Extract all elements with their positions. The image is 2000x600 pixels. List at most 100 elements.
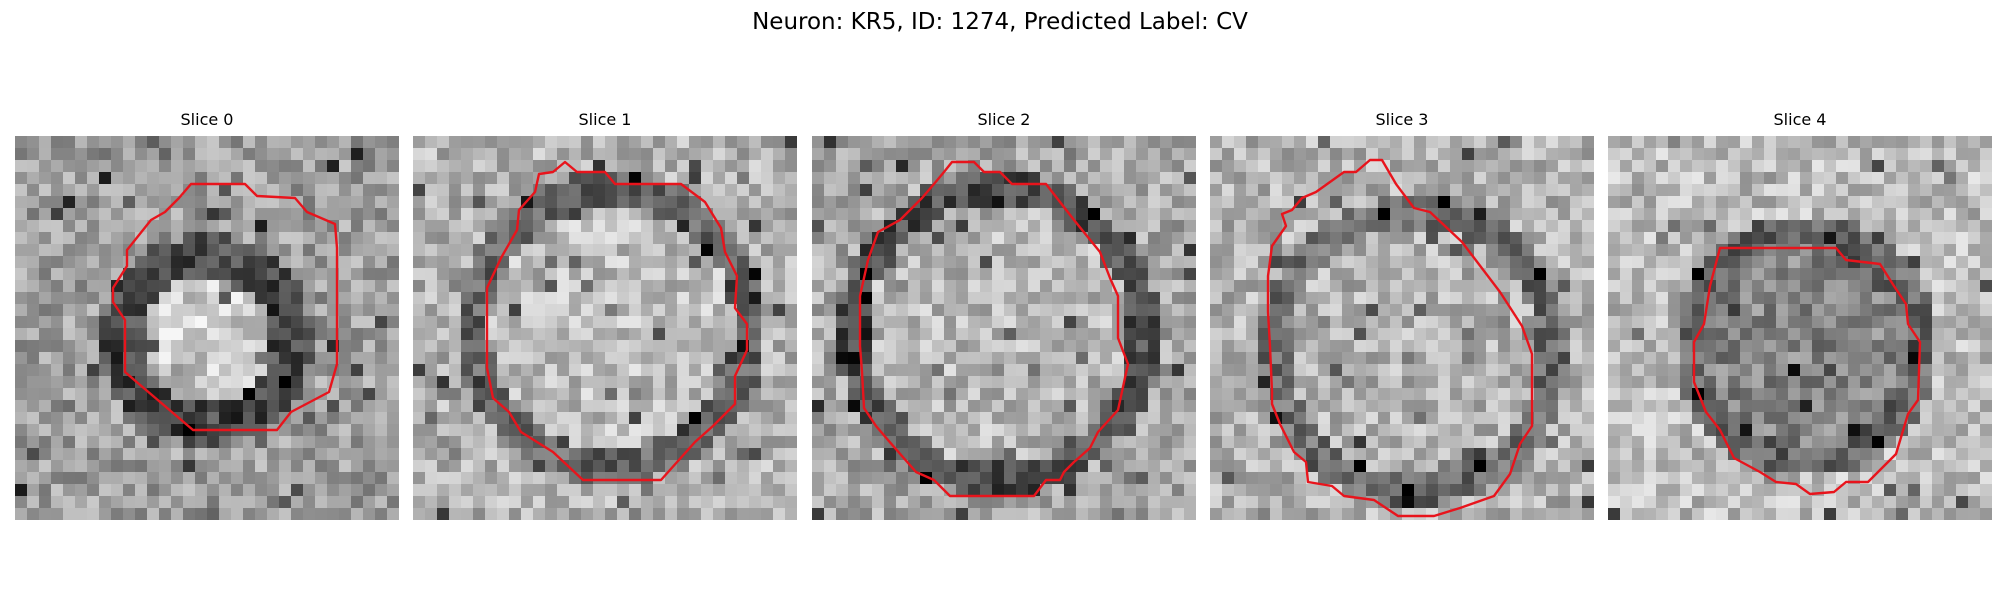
micrograph-pixel [339,220,351,232]
micrograph-pixel [1764,388,1776,400]
micrograph-pixel [872,448,884,460]
micrograph-pixel [1294,292,1306,304]
micrograph-pixel [1788,256,1800,268]
micrograph-pixel [521,496,533,508]
micrograph-pixel [1776,304,1788,316]
micrograph-pixel [665,172,677,184]
micrograph-pixel [1136,148,1148,160]
micrograph-pixel [27,304,39,316]
micrograph-pixel [1764,256,1776,268]
micrograph-pixel [1956,436,1968,448]
micrograph-pixel [1884,424,1896,436]
micrograph-pixel [761,220,773,232]
micrograph-pixel [1776,172,1788,184]
micrograph-pixel [860,484,872,496]
micrograph-pixel [1088,172,1100,184]
micrograph-pixel [1004,436,1016,448]
micrograph-pixel [992,400,1004,412]
micrograph-pixel [135,436,147,448]
micrograph-pixel [375,148,387,160]
micrograph-pixel [1016,436,1028,448]
micrograph-pixel [1028,316,1040,328]
micrograph-pixel [63,508,75,520]
micrograph-pixel [1052,376,1064,388]
micrograph-pixel [980,340,992,352]
micrograph-pixel [1270,160,1282,172]
micrograph-pixel [425,388,437,400]
micrograph-pixel [63,412,75,424]
micrograph-pixel [1450,388,1462,400]
micrograph-pixel [1788,232,1800,244]
micrograph-pixel [1282,400,1294,412]
micrograph-pixel [908,148,920,160]
micrograph-pixel [1534,220,1546,232]
micrograph-pixel [195,388,207,400]
micrograph-pixel [327,208,339,220]
micrograph-pixel [1776,328,1788,340]
micrograph-pixel [1354,472,1366,484]
micrograph-pixel [665,340,677,352]
micrograph-pixel [713,148,725,160]
micrograph-pixel [1764,460,1776,472]
micrograph-pixel [1980,184,1992,196]
micrograph-pixel [1620,364,1632,376]
micrograph-pixel [848,280,860,292]
micrograph-pixel [1390,340,1402,352]
micrograph-pixel [1764,304,1776,316]
micrograph-pixel [1184,400,1196,412]
slice-image [15,136,399,520]
micrograph-pixel [1076,412,1088,424]
micrograph-pixel [908,448,920,460]
micrograph-pixel [1546,196,1558,208]
micrograph-pixel [1004,292,1016,304]
micrograph-pixel [1004,280,1016,292]
micrograph-pixel [255,268,267,280]
micrograph-pixel [701,280,713,292]
micrograph-pixel [1028,460,1040,472]
micrograph-pixel [1172,508,1184,520]
micrograph-pixel [677,424,689,436]
micrograph-pixel [785,136,797,148]
micrograph-pixel [1258,160,1270,172]
micrograph-pixel [231,400,243,412]
micrograph-pixel [1136,364,1148,376]
micrograph-pixel [123,196,135,208]
micrograph-pixel [1450,172,1462,184]
micrograph-pixel [449,184,461,196]
micrograph-pixel [99,292,111,304]
micrograph-pixel [279,232,291,244]
micrograph-pixel [1800,364,1812,376]
micrograph-pixel [581,472,593,484]
micrograph-pixel [1632,256,1644,268]
micrograph-pixel [860,232,872,244]
micrograph-pixel [944,196,956,208]
micrograph-pixel [896,136,908,148]
micrograph-pixel [1752,256,1764,268]
micrograph-pixel [1450,268,1462,280]
micrograph-pixel [713,472,725,484]
micrograph-pixel [1704,328,1716,340]
micrograph-pixel [1716,220,1728,232]
micrograph-pixel [267,232,279,244]
micrograph-pixel [1462,352,1474,364]
micrograph-pixel [1570,136,1582,148]
micrograph-pixel [1160,424,1172,436]
micrograph-pixel [15,304,27,316]
micrograph-pixel [521,460,533,472]
micrograph-pixel [1172,136,1184,148]
micrograph-pixel [413,412,425,424]
micrograph-pixel [509,400,521,412]
micrograph-pixel [1632,460,1644,472]
micrograph-pixel [123,160,135,172]
micrograph-pixel [1788,316,1800,328]
micrograph-pixel [1716,376,1728,388]
micrograph-pixel [1680,268,1692,280]
micrograph-pixel [1390,148,1402,160]
micrograph-pixel [1522,316,1534,328]
micrograph-pixel [1968,136,1980,148]
micrograph-pixel [1570,364,1582,376]
micrograph-pixel [1064,316,1076,328]
micrograph-pixel [87,364,99,376]
micrograph-pixel [836,364,848,376]
micrograph-pixel [1836,292,1848,304]
